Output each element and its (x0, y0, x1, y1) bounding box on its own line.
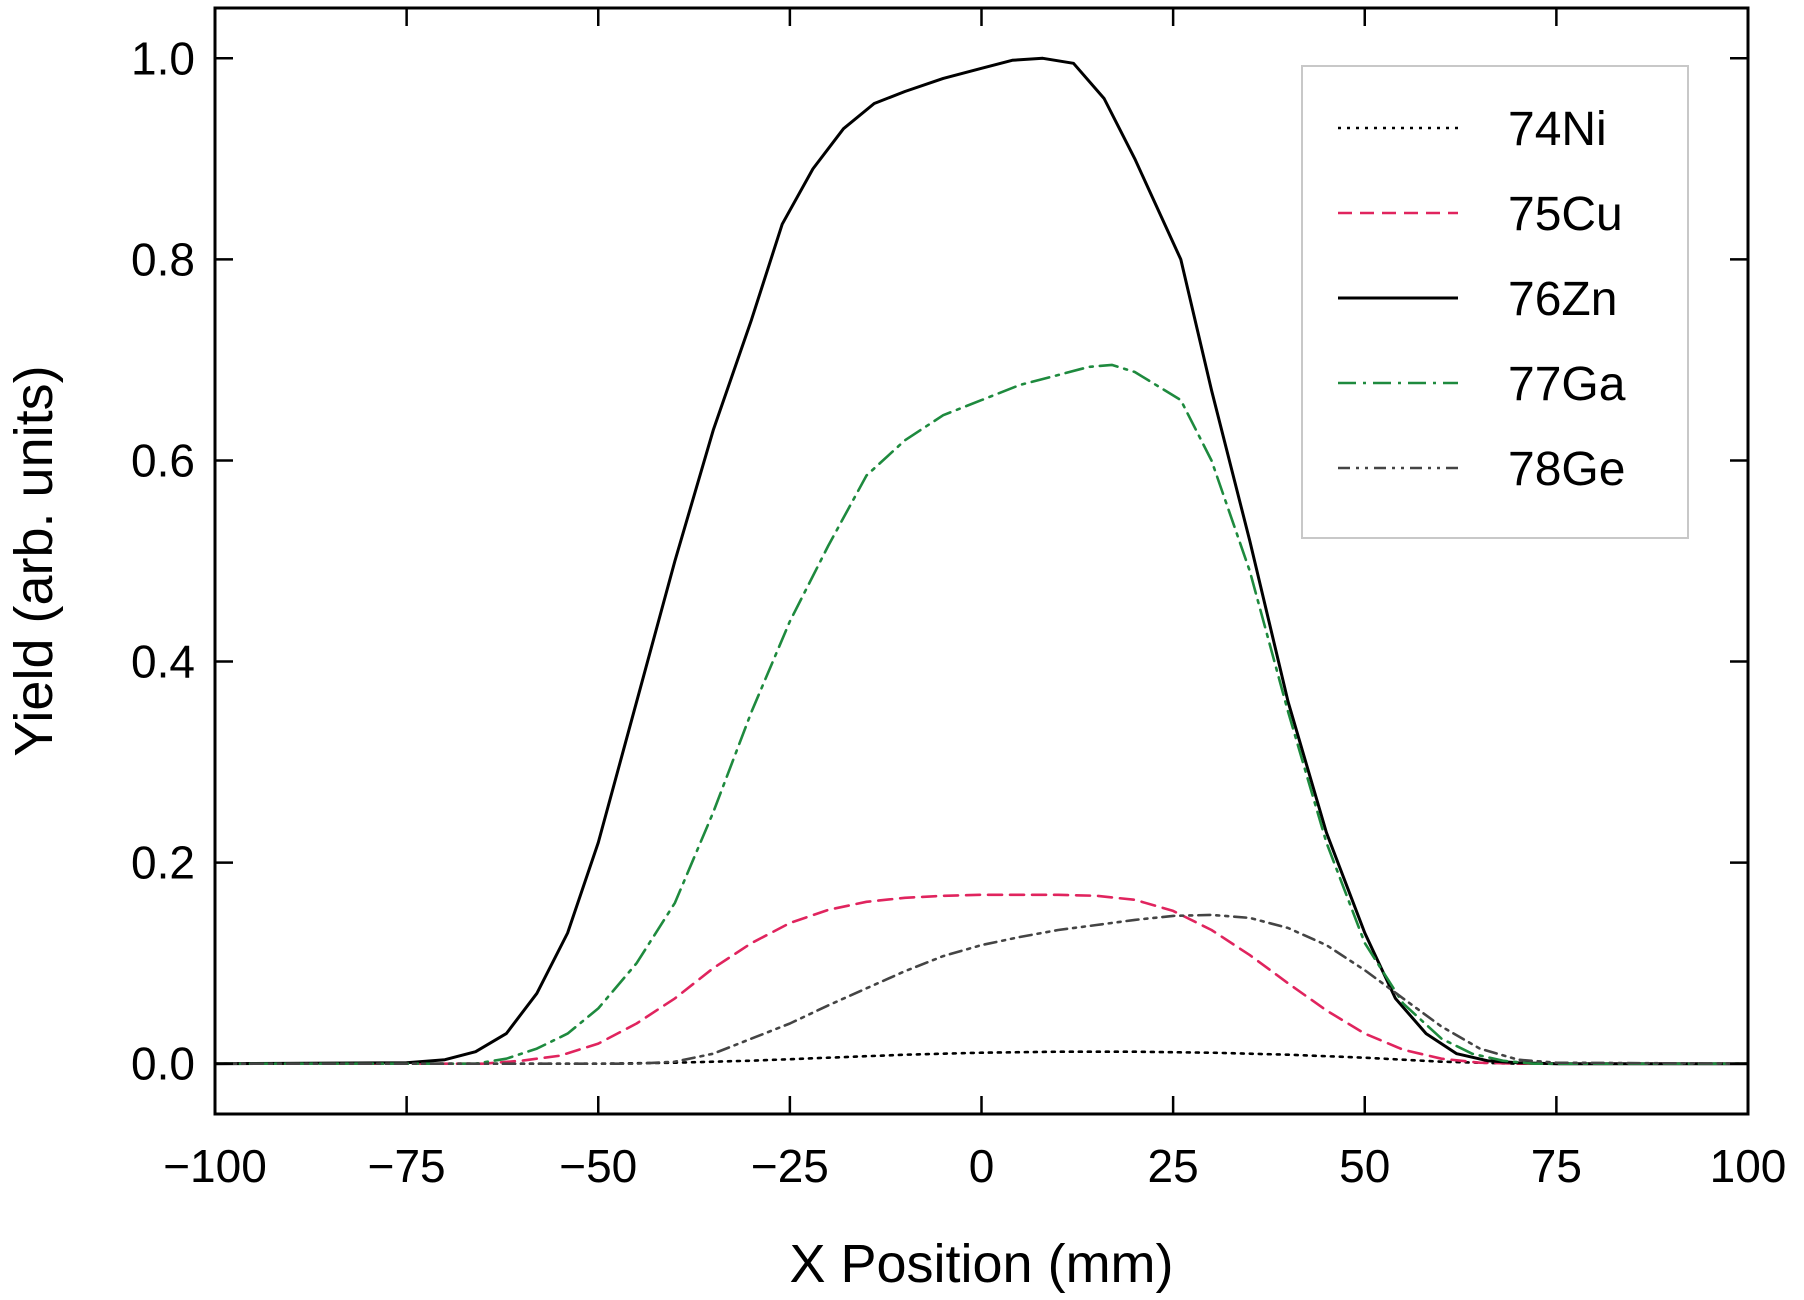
legend-label-74ni: 74Ni (1508, 103, 1607, 156)
legend-label-75cu: 75Cu (1508, 188, 1623, 241)
legend-label-78ge: 78Ge (1508, 443, 1625, 496)
x-tick-label: −25 (751, 1140, 829, 1192)
x-tick-label: −100 (163, 1140, 267, 1192)
y-tick-label: 0.0 (131, 1038, 195, 1090)
x-tick-label: −75 (368, 1140, 446, 1192)
legend-box (1301, 65, 1689, 539)
x-tick-label: 75 (1531, 1140, 1582, 1192)
legend: 74Ni 75Cu 76Zn 77Ga 78Ge (1301, 65, 1689, 539)
series-line-74ni (215, 1050, 1748, 1065)
x-tick-label: −50 (559, 1140, 637, 1192)
series-line-78ge (215, 913, 1748, 1065)
y-axis-label: Yield (arb. units) (4, 365, 64, 756)
legend-label-77ga: 77Ga (1508, 358, 1626, 411)
x-tick-label: 0 (969, 1140, 995, 1192)
x-tick-label: 25 (1148, 1140, 1199, 1192)
x-tick-label: 100 (1710, 1140, 1787, 1192)
y-tick-label: 0.2 (131, 837, 195, 889)
y-tick-label: 1.0 (131, 32, 195, 84)
series-layer (215, 56, 1748, 1066)
y-tick-label: 0.4 (131, 636, 195, 688)
series-line-77ga (215, 363, 1748, 1065)
legend-label-76zn: 76Zn (1508, 273, 1617, 326)
x-axis-label: X Position (mm) (789, 1234, 1173, 1294)
series-line-76zn (215, 56, 1748, 1066)
series-line-75cu (215, 893, 1748, 1065)
y-tick-label: 0.6 (131, 434, 195, 486)
ticks-layer: −100 −75 −50 −25 0 25 50 75 100 0.0 0.2 0.4 0.6 0.8 1.… (131, 8, 1786, 1192)
x-tick-label: 50 (1339, 1140, 1390, 1192)
y-tick-label: 0.8 (131, 233, 195, 285)
